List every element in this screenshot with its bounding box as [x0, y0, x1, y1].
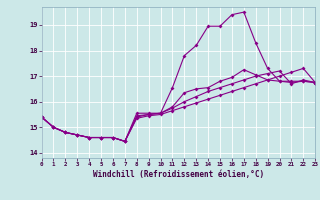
X-axis label: Windchill (Refroidissement éolien,°C): Windchill (Refroidissement éolien,°C) — [93, 170, 264, 179]
